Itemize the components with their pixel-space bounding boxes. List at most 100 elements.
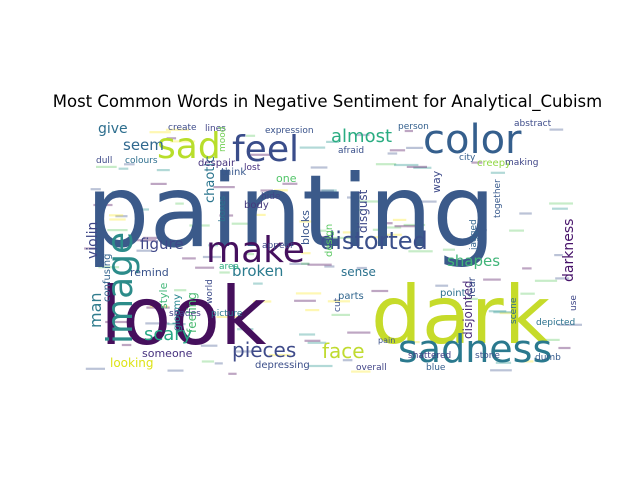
word-together: together (493, 179, 503, 218)
filler-word-mark (274, 189, 288, 192)
filler-word-mark (557, 323, 582, 326)
filler-word-mark (299, 146, 326, 149)
filler-word-mark (408, 250, 433, 253)
filler-word-mark (246, 134, 256, 137)
filler-word-mark (471, 161, 483, 164)
word-depicted: depicted (536, 318, 575, 328)
filler-word-mark (167, 369, 184, 372)
filler-word-mark (520, 292, 535, 295)
filler-word-mark (182, 257, 196, 260)
word-use: use (569, 295, 579, 311)
filler-word-mark (509, 229, 524, 232)
word-feeling: feeling (185, 292, 199, 333)
word-looking: looking (110, 356, 154, 370)
filler-word-mark (549, 128, 564, 131)
word-pain: pain (378, 336, 395, 345)
word-gloomy: gloomy (172, 294, 183, 331)
word-depressing: depressing (255, 360, 310, 371)
word-appear: appear (262, 241, 294, 251)
word-confusing: confusing (102, 254, 113, 303)
word-create: create (168, 123, 197, 133)
word-image: image (100, 232, 141, 344)
filler-word-mark (439, 206, 448, 209)
word-way: way (430, 170, 443, 193)
word-pieces: pieces (232, 338, 296, 362)
filler-word-mark (304, 339, 321, 342)
word-make: make (206, 230, 305, 271)
filler-word-mark (149, 305, 169, 308)
filler-word-mark (237, 328, 254, 331)
filler-word-mark (208, 244, 218, 247)
filler-word-mark (244, 253, 254, 256)
filler-word-mark (301, 262, 310, 265)
word-stone: stone (475, 351, 500, 361)
filler-word-mark (394, 163, 419, 167)
word-area: area (219, 262, 239, 272)
word-painting: painting (86, 153, 496, 270)
filler-word-mark (466, 297, 478, 300)
filler-word-mark (477, 229, 487, 232)
filler-word-mark (356, 266, 367, 270)
word-dark: dark (371, 269, 551, 362)
filler-word-mark (216, 315, 240, 318)
filler-word-mark (371, 236, 381, 239)
filler-word-mark (342, 231, 353, 234)
word-man: man (86, 292, 105, 328)
filler-word-mark (392, 218, 407, 221)
filler-word-mark (156, 169, 170, 172)
filler-word-mark (394, 225, 418, 228)
filler-word-mark (321, 189, 337, 192)
filler-word-mark (549, 202, 573, 205)
word-dumb: dumb (535, 353, 561, 363)
filler-word-mark (93, 203, 113, 207)
filler-word-mark (404, 129, 413, 133)
filler-word-mark (219, 214, 234, 217)
filler-word-mark (295, 292, 322, 295)
filler-word-mark (195, 266, 215, 269)
filler-word-mark (170, 140, 196, 143)
word-chaotic: chaotic (203, 156, 218, 203)
word-abstract: abstract (514, 119, 552, 129)
filler-word-mark (429, 131, 440, 134)
filler-word-mark (200, 344, 218, 347)
word-hide: hide (261, 192, 281, 202)
filler-word-mark (260, 189, 273, 192)
word-lines: lines (205, 124, 226, 134)
word-fear: fear (467, 276, 478, 297)
word-creepy: creepy (477, 158, 511, 169)
word-violin: violin (85, 222, 101, 259)
filler-word-mark (414, 200, 437, 203)
filler-word-mark (554, 254, 563, 257)
filler-word-mark (442, 248, 455, 251)
word-almost: almost (331, 126, 392, 147)
filler-word-mark (299, 220, 318, 223)
filler-word-mark (355, 133, 370, 137)
word-afraid: afraid (338, 146, 364, 156)
word-give: give (98, 121, 128, 137)
word-making: making (505, 158, 538, 168)
filler-word-mark (134, 239, 157, 242)
filler-word-mark (202, 255, 222, 259)
filler-word-mark (109, 214, 124, 217)
filler-word-mark (331, 313, 350, 316)
word-colours: colours (125, 156, 158, 166)
filler-word-mark (555, 277, 570, 280)
filler-word-mark (253, 300, 272, 303)
filler-word-mark (558, 346, 571, 350)
filler-word-mark (435, 284, 449, 287)
word-person: person (398, 122, 429, 132)
filler-word-mark (107, 229, 128, 232)
filler-word-mark (115, 215, 128, 218)
word-disjointed: disjointed (461, 280, 475, 339)
filler-word-mark (228, 372, 237, 375)
filler-word-mark (552, 207, 568, 210)
word-scary: scary (144, 324, 193, 345)
filler-word-mark (124, 163, 135, 166)
filler-word-mark (175, 202, 184, 205)
filler-word-mark (294, 299, 316, 302)
filler-word-mark (270, 150, 288, 153)
filler-word-mark (96, 165, 117, 168)
word-dull: dull (96, 156, 112, 166)
filler-word-mark (488, 310, 507, 313)
